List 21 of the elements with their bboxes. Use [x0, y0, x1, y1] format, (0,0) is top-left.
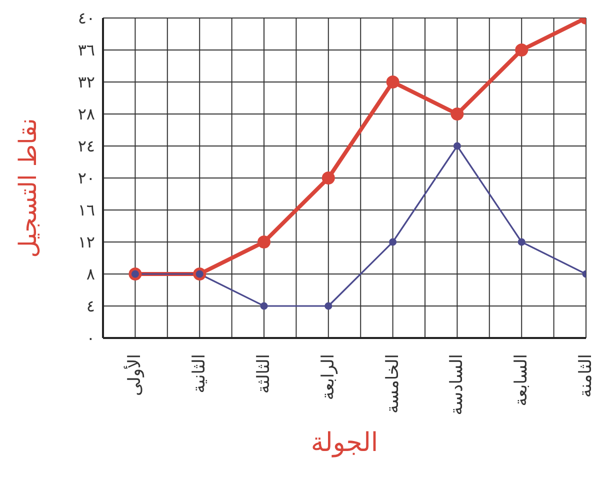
y-tick-label: ١٢ — [78, 232, 95, 252]
x-tick-label: الثامنة — [576, 354, 596, 398]
y-tick-label: ٣٢ — [78, 72, 95, 92]
x-axis-title: الجولة — [310, 428, 380, 458]
y-tick-label: ٠ — [86, 328, 95, 348]
x-tick-label: الأولى — [123, 354, 146, 396]
y-axis-title: نقاط التسجيل — [14, 118, 42, 258]
y-tick-label: ٨ — [86, 264, 96, 284]
y-tick-label: ٢٤ — [78, 136, 95, 156]
y-tick-label: ٣٦ — [78, 40, 95, 60]
x-tick-label: الخامسة — [382, 354, 403, 414]
x-tick-label: السادسة — [447, 354, 468, 416]
y-tick-label: ٢٠ — [78, 168, 95, 188]
x-tick-label: الثانية — [190, 354, 210, 394]
x-tick-label: الرابعة — [318, 354, 338, 400]
y-tick-label: ١٦ — [78, 200, 95, 220]
x-tick-label: السابعة — [512, 354, 532, 406]
x-tick-label: الثالثة — [254, 354, 274, 394]
y-tick-label: ٤ — [86, 296, 95, 316]
y-tick-label: ٢٨ — [78, 104, 96, 124]
y-tick-label: ٤٠ — [78, 8, 95, 28]
